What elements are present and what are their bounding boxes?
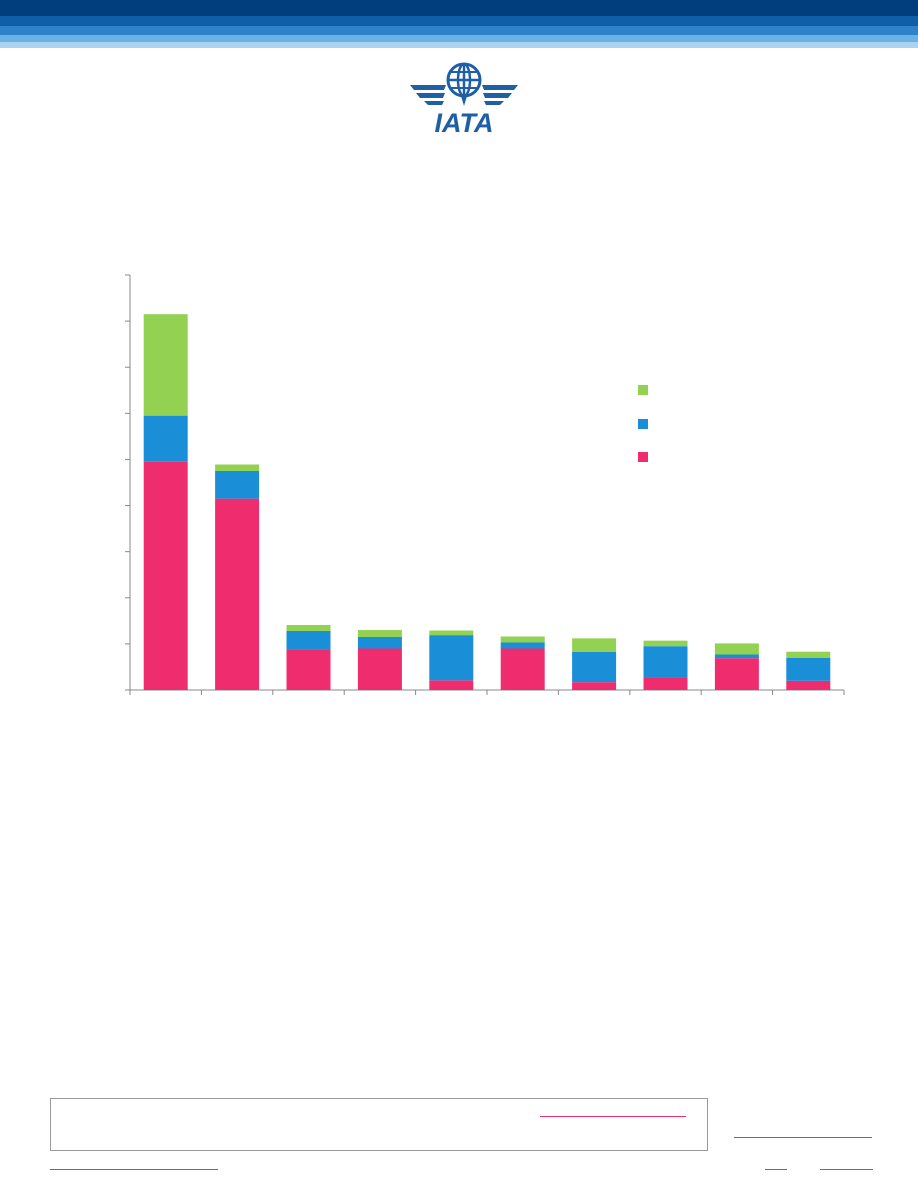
header-banner [0, 0, 918, 50]
bar-1-segment-3 [143, 314, 188, 416]
bar-5-segment-2 [429, 635, 474, 681]
bar-6-segment-1 [500, 648, 545, 690]
bar-6-segment-2 [500, 642, 545, 649]
header-band-5 [0, 42, 918, 48]
bar-10-segment-3 [786, 651, 831, 658]
header-band-1 [0, 0, 918, 16]
bar-8-segment-2 [643, 646, 688, 678]
bar-9-segment-2 [714, 654, 759, 659]
bar-9-segment-3 [714, 643, 759, 655]
header-band-4 [0, 35, 918, 42]
legend-swatch-blue [638, 419, 648, 429]
bar-2-segment-1 [215, 498, 260, 690]
bar-6-segment-3 [500, 636, 545, 643]
legend-swatch-green [638, 385, 648, 395]
bar-3-segment-3 [286, 624, 331, 631]
bar-5-segment-1 [429, 680, 474, 690]
bar-1-segment-1 [143, 461, 188, 690]
legend-item-series-3 [638, 384, 648, 396]
bar-4-segment-3 [357, 630, 402, 637]
footer-link-3[interactable] [50, 1169, 218, 1170]
footer-link-4[interactable] [765, 1169, 787, 1170]
chart-bars [143, 314, 831, 690]
bar-3-segment-2 [286, 630, 331, 650]
bar-2-segment-2 [215, 470, 260, 499]
legend-swatch-pink [638, 452, 648, 462]
iata-logo: IATA [410, 62, 518, 134]
bar-1-segment-2 [143, 415, 188, 462]
legend-item-series-1 [638, 451, 648, 463]
bar-8-segment-3 [643, 640, 688, 647]
logo-wordmark: IATA [435, 108, 494, 134]
bar-10-segment-1 [786, 680, 831, 690]
legend-item-series-2 [638, 418, 648, 430]
bar-9-segment-1 [714, 658, 759, 690]
bar-7-segment-2 [572, 651, 617, 683]
bar-4-segment-2 [357, 636, 402, 649]
bar-7-segment-3 [572, 638, 617, 652]
bar-2-segment-3 [215, 464, 260, 471]
footer-link-5[interactable] [820, 1169, 873, 1170]
stacked-bar-chart [125, 274, 845, 695]
bar-10-segment-2 [786, 657, 831, 681]
header-band-3 [0, 26, 918, 35]
footer-link-2[interactable] [734, 1137, 872, 1138]
bar-7-segment-1 [572, 682, 617, 690]
header-band-2 [0, 16, 918, 26]
bar-3-segment-1 [286, 649, 331, 690]
header-band-6 [0, 48, 918, 50]
footer-link-1[interactable] [540, 1116, 686, 1117]
bar-8-segment-1 [643, 677, 688, 690]
footer-disclaimer-box [50, 1098, 708, 1151]
bar-4-segment-1 [357, 648, 402, 690]
bar-5-segment-3 [429, 630, 474, 636]
chart-legend [638, 384, 838, 464]
